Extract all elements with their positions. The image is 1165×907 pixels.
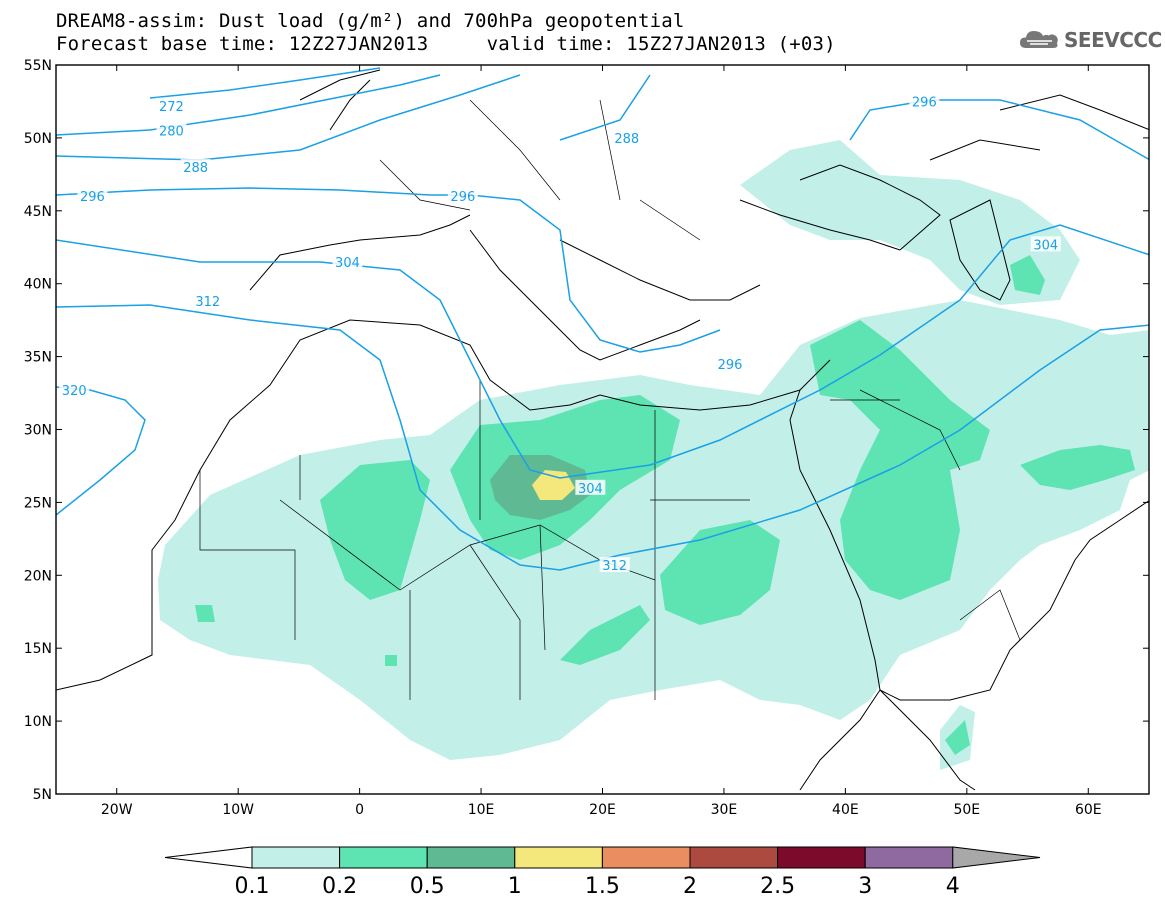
colorbar-label: 2.5 — [760, 874, 795, 899]
colorbar-segment — [777, 846, 866, 869]
lat-tick-label: 55N — [24, 58, 52, 74]
colorbar-segment — [251, 846, 341, 869]
colorbar-segment — [514, 846, 603, 869]
lon-tick-label: 10W — [222, 802, 254, 818]
lat-tick-label: 5N — [33, 787, 52, 803]
contour-label: 288 — [183, 161, 208, 176]
contour-label-bg — [575, 479, 606, 495]
contour-label: 296 — [80, 190, 105, 205]
contour-label: 304 — [578, 482, 603, 497]
colorbar-segment — [689, 846, 779, 869]
contour-label-bg — [599, 557, 630, 573]
lat-tick-label: 15N — [24, 641, 52, 657]
colorbar-segment — [601, 846, 691, 869]
lat-tick-label: 40N — [24, 277, 52, 293]
contour-label: 312 — [195, 295, 220, 310]
colorbar-over-arrow — [952, 846, 1041, 869]
lat-tick-label: 45N — [24, 204, 52, 220]
lat-tick-label: 50N — [24, 131, 52, 147]
colorbar-segment — [339, 846, 428, 869]
axis-ticks: 20W 10W 0 10E 20E 30E 40E 50E 60E 55N 50N 45N 40N 35N… — [24, 58, 1149, 818]
lon-tick-label: 10E — [468, 802, 495, 818]
contour-label: 272 — [159, 100, 184, 115]
contour-label: 304 — [335, 256, 360, 271]
contour-label-bg — [156, 97, 187, 113]
colorbar-label: 0.2 — [322, 874, 357, 899]
contour-label: 304 — [1033, 238, 1058, 253]
contour-labels: 272 280 288 288 296 296 296 296 304 304 304 312 312 3… — [59, 93, 1061, 574]
contour-label-bg — [332, 253, 363, 269]
lon-tick-label: 20E — [589, 802, 616, 818]
contour-label: 296 — [912, 95, 937, 110]
geopotential-contours — [56, 67, 1149, 571]
colorbar-label: 3 — [858, 874, 872, 899]
contour-label: 280 — [159, 125, 184, 140]
contour-label-bg — [447, 188, 478, 204]
contour-label: 296 — [718, 358, 743, 373]
lon-tick-label: 30E — [711, 802, 738, 818]
contour-label-bg — [715, 355, 746, 371]
lat-tick-label: 30N — [24, 423, 52, 439]
contour-label-bg — [1030, 236, 1061, 252]
colorbar-label: 1 — [508, 874, 522, 899]
colorbar-under-arrow — [164, 846, 253, 869]
logo-text: SEEVCCC — [1064, 28, 1162, 52]
colorbar-label: 4 — [946, 874, 960, 899]
contour-label: 320 — [62, 384, 87, 399]
contour-label: 312 — [602, 559, 627, 574]
map-title-line1: DREAM8-assim: Dust load (g/m²) and 700hP… — [56, 10, 685, 32]
contour-label: 288 — [614, 132, 639, 147]
lon-tick-label: 60E — [1075, 802, 1102, 818]
lat-tick-label: 35N — [24, 350, 52, 366]
colorbar-segment — [426, 846, 516, 869]
lon-tick-label: 50E — [953, 802, 980, 818]
lon-tick-label: 0 — [355, 802, 364, 818]
coastlines — [56, 69, 1149, 791]
colorbar-label: 0.1 — [235, 874, 270, 899]
lat-tick-label: 10N — [24, 714, 52, 730]
contour-label-bg — [59, 382, 90, 398]
country-borders — [199, 99, 1021, 700]
map-title-line2: Forecast base time: 12Z27JAN2013 valid t… — [56, 33, 836, 55]
contour-label-bg — [909, 93, 940, 109]
colorbar-label: 0.5 — [410, 874, 445, 899]
colorbar: 0.1 0.2 0.5 1 1.5 2 2.5 3 4 — [164, 846, 1041, 899]
colorbar-segment — [864, 846, 954, 869]
contour-label-bg — [156, 122, 187, 138]
contour-label-bg — [611, 129, 642, 145]
seevccc-logo: SEEVCCC — [1018, 28, 1162, 52]
lat-tick-label: 25N — [24, 495, 52, 511]
contour-label-bg — [180, 159, 211, 175]
colorbar-label: 2 — [683, 874, 697, 899]
contour-label-bg — [192, 293, 223, 309]
lon-tick-label: 40E — [832, 802, 859, 818]
colorbar-label: 1.5 — [585, 874, 620, 899]
contour-label: 296 — [450, 190, 475, 205]
lat-tick-label: 20N — [24, 568, 52, 584]
contour-label-bg — [77, 188, 108, 204]
lon-tick-label: 20W — [101, 802, 133, 818]
cloud-icon — [1020, 31, 1058, 48]
